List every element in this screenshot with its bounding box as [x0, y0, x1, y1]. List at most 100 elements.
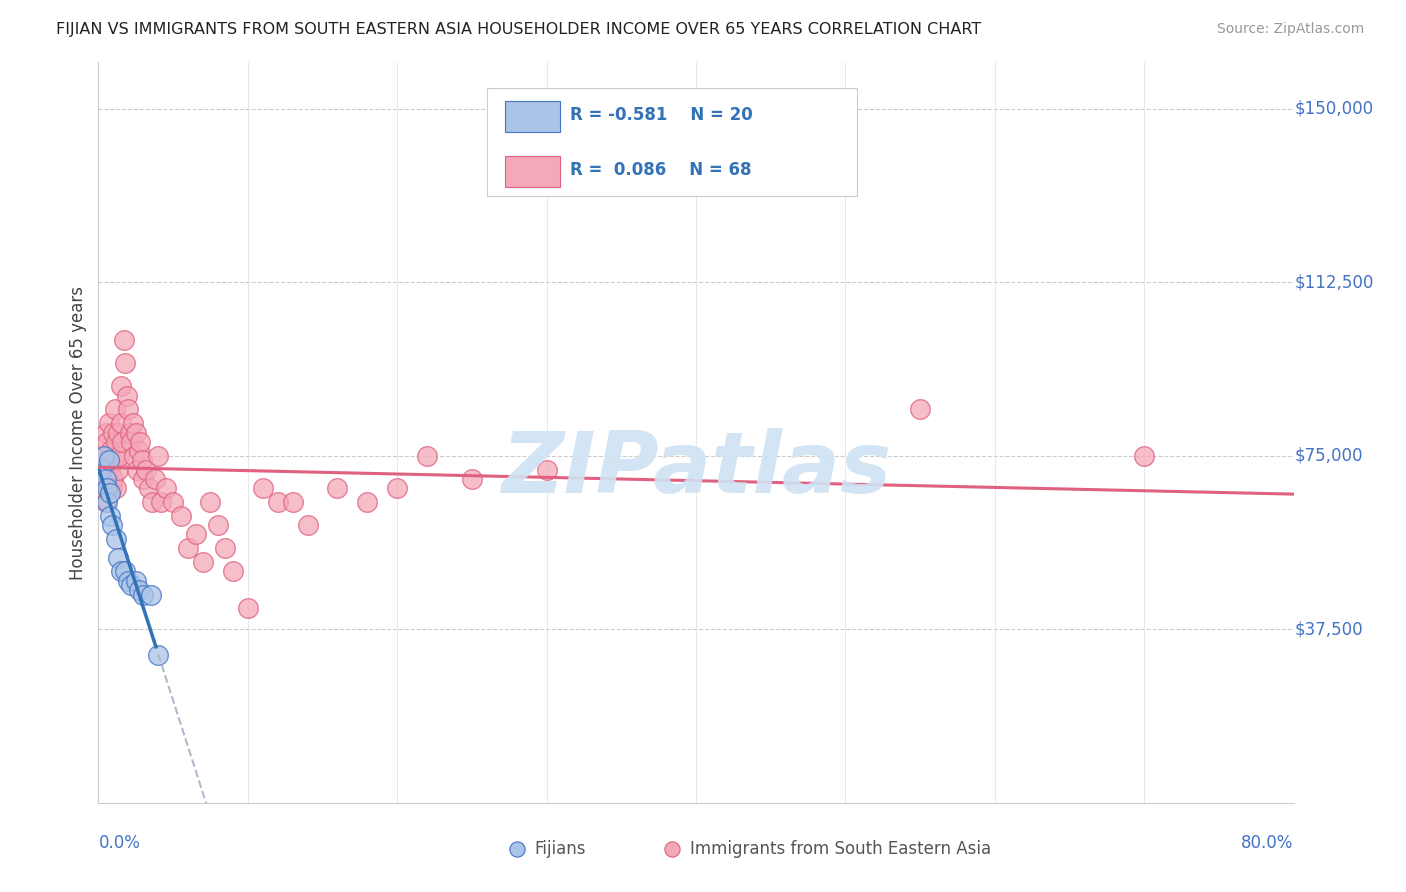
Text: $75,000: $75,000	[1295, 447, 1364, 465]
FancyBboxPatch shape	[486, 88, 858, 195]
Point	[184, 527, 207, 541]
Point	[536, 462, 558, 476]
Point	[98, 462, 122, 476]
Text: Source: ZipAtlas.com: Source: ZipAtlas.com	[1216, 22, 1364, 37]
Point	[162, 495, 184, 509]
Point	[103, 425, 125, 440]
Text: 80.0%: 80.0%	[1241, 834, 1294, 852]
FancyBboxPatch shape	[505, 101, 560, 132]
Point	[252, 481, 274, 495]
Point	[117, 574, 139, 588]
Text: $37,500: $37,500	[1295, 620, 1364, 639]
Point	[135, 462, 157, 476]
Point	[131, 453, 153, 467]
Text: ZIPatlas: ZIPatlas	[501, 428, 891, 511]
Point	[105, 532, 128, 546]
Point	[214, 541, 236, 556]
Point	[143, 472, 166, 486]
Point	[120, 578, 142, 592]
Text: FIJIAN VS IMMIGRANTS FROM SOUTH EASTERN ASIA HOUSEHOLDER INCOME OVER 65 YEARS CO: FIJIAN VS IMMIGRANTS FROM SOUTH EASTERN …	[56, 22, 981, 37]
Point	[326, 481, 349, 495]
Point	[101, 518, 124, 533]
Point	[120, 434, 142, 449]
Point	[105, 434, 128, 449]
Point	[236, 601, 259, 615]
Point	[96, 481, 118, 495]
Point	[90, 462, 112, 476]
FancyBboxPatch shape	[505, 156, 560, 187]
Point	[281, 495, 304, 509]
Point	[107, 462, 129, 476]
Point	[105, 481, 128, 495]
Point	[94, 472, 117, 486]
Point	[124, 449, 146, 463]
Text: $112,500: $112,500	[1295, 273, 1374, 291]
Point	[107, 425, 129, 440]
Point	[94, 495, 117, 509]
Point	[110, 417, 132, 431]
Point	[385, 481, 409, 495]
Text: Immigrants from South Eastern Asia: Immigrants from South Eastern Asia	[690, 839, 991, 858]
Point	[128, 582, 150, 597]
Point	[121, 417, 143, 431]
Point	[98, 485, 122, 500]
Point	[461, 472, 484, 486]
Point	[416, 449, 439, 463]
Point	[98, 508, 122, 523]
Point	[128, 444, 150, 458]
Point	[108, 449, 131, 463]
Point	[97, 481, 120, 495]
Point	[169, 508, 191, 523]
Point	[98, 444, 122, 458]
Point	[125, 574, 148, 588]
Point	[96, 434, 118, 449]
Point	[103, 472, 125, 486]
Point	[110, 565, 132, 579]
Point	[94, 425, 117, 440]
Point	[1133, 449, 1156, 463]
Point	[114, 356, 136, 370]
Point	[107, 550, 129, 565]
Point	[117, 402, 139, 417]
Point	[111, 434, 134, 449]
Point	[110, 379, 132, 393]
Point	[115, 388, 138, 402]
Point	[356, 495, 378, 509]
Point	[138, 481, 160, 495]
Text: R = -0.581    N = 20: R = -0.581 N = 20	[571, 105, 754, 124]
Point	[97, 453, 120, 467]
Point	[267, 495, 290, 509]
Point	[97, 417, 120, 431]
Point	[101, 481, 124, 495]
Point	[93, 449, 115, 463]
Point	[127, 462, 149, 476]
Point	[148, 648, 170, 662]
Point	[297, 518, 319, 533]
Point	[155, 481, 177, 495]
Point	[139, 588, 162, 602]
Text: $150,000: $150,000	[1295, 100, 1374, 118]
Point	[148, 449, 170, 463]
Point	[101, 453, 124, 467]
Point	[96, 472, 118, 486]
Point	[610, 796, 633, 810]
Point	[90, 462, 112, 476]
Point	[125, 425, 148, 440]
Point	[104, 402, 127, 417]
Point	[91, 481, 114, 495]
Point	[132, 472, 155, 486]
Text: Fijians: Fijians	[534, 839, 586, 858]
Point	[804, 796, 827, 810]
Point	[908, 402, 931, 417]
Point	[191, 555, 214, 569]
Point	[141, 495, 163, 509]
Point	[96, 495, 118, 509]
Text: 0.0%: 0.0%	[98, 834, 141, 852]
Point	[118, 425, 141, 440]
Point	[207, 518, 229, 533]
Point	[129, 434, 152, 449]
Point	[114, 565, 136, 579]
Text: R =  0.086    N = 68: R = 0.086 N = 68	[571, 161, 752, 178]
Point	[104, 449, 127, 463]
Y-axis label: Householder Income Over 65 years: Householder Income Over 65 years	[69, 285, 87, 580]
